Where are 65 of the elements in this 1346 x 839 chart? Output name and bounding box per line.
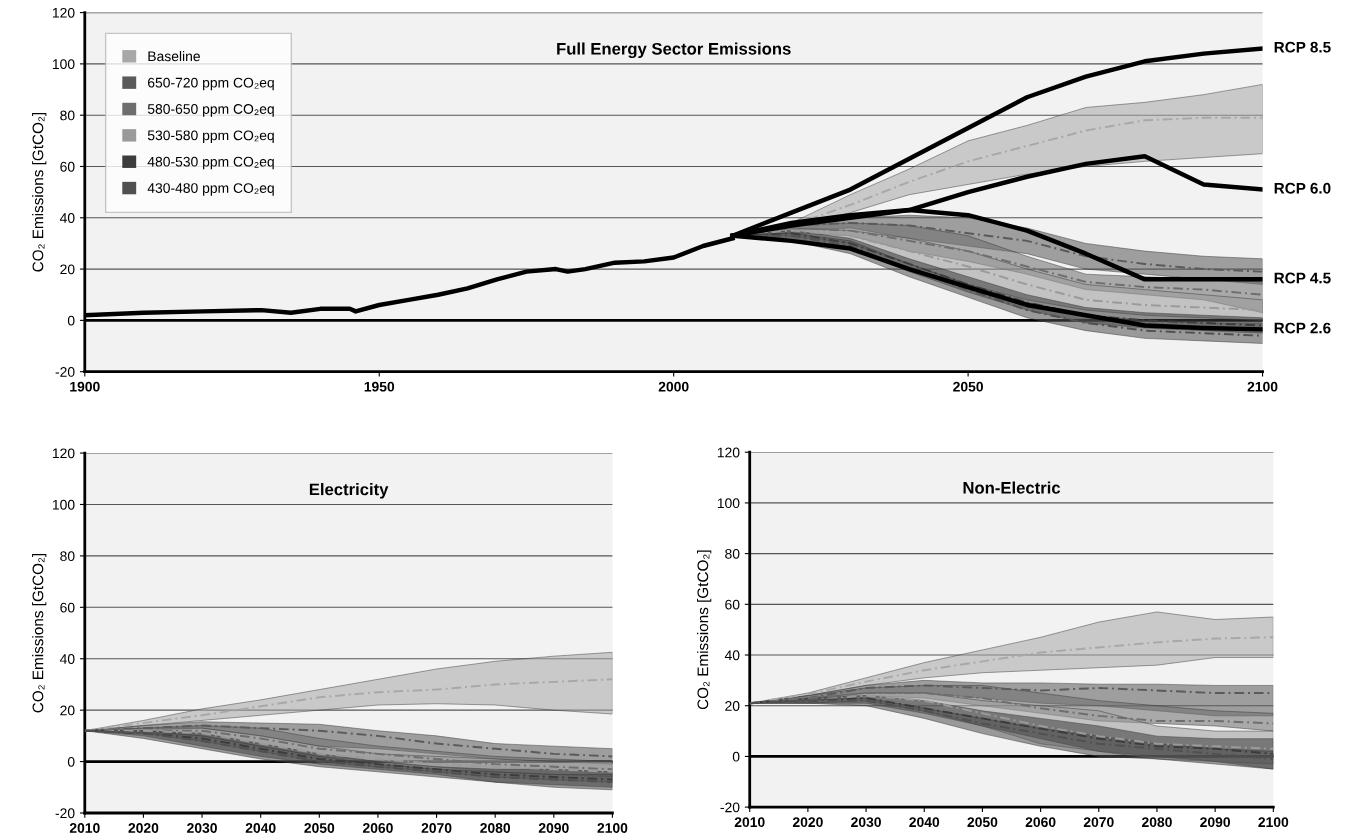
y-tick-label: 120 bbox=[717, 447, 740, 458]
x-tick-label: 2040 bbox=[245, 823, 276, 833]
y-axis-title: CO₂ Emissions [GtCO₂] bbox=[32, 553, 47, 713]
series-label: RCP 6.0 bbox=[1274, 182, 1331, 194]
x-tick-label: 2010 bbox=[69, 823, 100, 833]
x-tick-label: 2080 bbox=[480, 823, 511, 833]
x-tick-label: 2100 bbox=[597, 823, 628, 833]
y-tick-label: 120 bbox=[52, 7, 75, 18]
x-tick-label: 2040 bbox=[909, 817, 940, 828]
legend-label: 530-580 ppm CO₂eq bbox=[147, 130, 274, 143]
y-tick-label: 60 bbox=[725, 599, 740, 610]
y-tick-label: 20 bbox=[60, 264, 75, 275]
y-tick-label: 80 bbox=[60, 110, 75, 121]
text: Non-Electric bbox=[963, 481, 1061, 494]
x-tick-label: 2100 bbox=[1258, 817, 1289, 828]
y-tick-label: 0 bbox=[67, 756, 75, 767]
y-tick-label: -20 bbox=[55, 367, 75, 377]
x-tick-label: 2090 bbox=[538, 823, 569, 833]
y-tick-label: 120 bbox=[52, 448, 75, 459]
x-tick-label: 2070 bbox=[1083, 817, 1114, 828]
x-tick-label: 2000 bbox=[658, 381, 689, 392]
x-tick-label: 2020 bbox=[792, 817, 823, 828]
x-tick-label: 2050 bbox=[953, 381, 983, 392]
y-tick-label: 100 bbox=[717, 498, 740, 509]
x-tick-label: 2100 bbox=[1247, 381, 1278, 392]
text: Electricity bbox=[309, 483, 389, 499]
x-tick-label: 2060 bbox=[362, 823, 393, 833]
y-axis-title: CO₂ Emissions [GtCO₂] bbox=[32, 113, 47, 272]
y-tick-label: 100 bbox=[52, 499, 75, 510]
y-tick-label: 40 bbox=[724, 650, 740, 661]
y-tick-label: 40 bbox=[59, 654, 75, 664]
x-tick-label: 2030 bbox=[851, 817, 881, 828]
x-tick-label: 2050 bbox=[304, 823, 335, 833]
y-axis-title: CO₂ Emissions [GtCO₂] bbox=[697, 550, 712, 710]
x-tick-label: 1900 bbox=[70, 381, 100, 392]
y-tick-label: 80 bbox=[725, 548, 740, 559]
y-tick-label: 20 bbox=[725, 701, 740, 711]
legend-label: Baseline bbox=[148, 50, 200, 62]
x-tick-label: 2050 bbox=[967, 817, 998, 828]
text: Full Energy Sector Emissions bbox=[557, 42, 791, 59]
x-tick-label: 2030 bbox=[187, 823, 217, 833]
series-label: RCP 4.5 bbox=[1274, 272, 1331, 284]
y-tick-label: 0 bbox=[67, 315, 75, 326]
x-tick-label: 2010 bbox=[734, 817, 765, 828]
y-tick-label: 40 bbox=[59, 213, 75, 223]
legend-label: 650-720 ppm CO₂eq bbox=[148, 77, 274, 91]
y-tick-label: 80 bbox=[60, 551, 75, 562]
y-tick-label: 0 bbox=[732, 751, 740, 762]
x-tick-label: 2090 bbox=[1200, 817, 1231, 828]
series-label: RCP 8.5 bbox=[1274, 41, 1331, 53]
y-tick-label: 60 bbox=[60, 602, 75, 613]
x-tick-label: 2020 bbox=[128, 823, 159, 833]
legend-label: 480-530 ppm CO₂eq bbox=[147, 156, 274, 170]
legend-label: 430-480 ppm CO₂eq bbox=[147, 183, 274, 196]
legend-label: 580-650 ppm CO₂eq bbox=[147, 104, 274, 117]
x-tick-label: 2080 bbox=[1142, 817, 1172, 828]
y-tick-label: -20 bbox=[720, 802, 740, 813]
y-tick-label: 60 bbox=[60, 161, 75, 172]
series-label: RCP 2.6 bbox=[1274, 322, 1331, 334]
x-tick-label: 2060 bbox=[1025, 817, 1056, 828]
x-tick-label: 2070 bbox=[421, 823, 452, 833]
x-tick-label: 1950 bbox=[364, 381, 395, 392]
y-tick-label: -20 bbox=[55, 808, 75, 819]
y-tick-label: 100 bbox=[52, 59, 75, 70]
y-tick-label: 20 bbox=[60, 705, 75, 716]
